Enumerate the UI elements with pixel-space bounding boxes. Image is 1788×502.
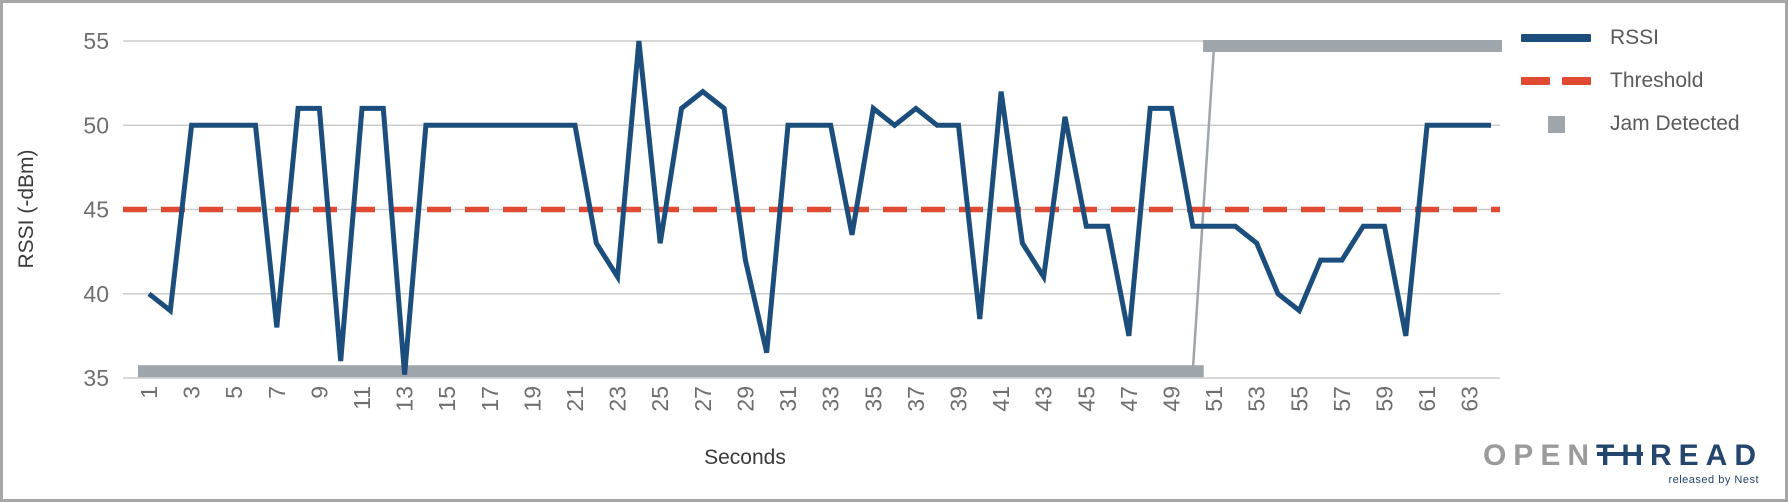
logo-thread-text: THREAD	[1596, 439, 1763, 472]
legend-label-jam-detected: Jam Detected	[1610, 112, 1740, 135]
logo-open-text: OPEN	[1482, 439, 1596, 472]
x-tick-label: 29	[732, 386, 758, 412]
x-tick-label: 47	[1116, 386, 1142, 412]
y-tick-label: 40	[83, 281, 109, 307]
x-tick-label: 57	[1329, 386, 1355, 412]
x-axis-title: Seconds	[704, 446, 786, 469]
x-tick-label: 37	[903, 386, 929, 412]
x-axis-tick-labels: 1 3 5 7 9 11 13 15 17 19 21 23 25 27 29 31 33 35 37 39 41 43 4…	[136, 386, 1483, 412]
x-tick-label: 41	[988, 386, 1014, 412]
x-tick-label: 59	[1371, 386, 1397, 412]
legend-item-threshold: Threshold	[1519, 68, 1740, 94]
x-tick-label: 25	[647, 386, 673, 412]
jam-square-swatch-icon	[1519, 115, 1593, 133]
x-tick-label: 23	[605, 386, 631, 412]
y-tick-label: 35	[83, 365, 109, 391]
x-tick-label: 39	[945, 386, 971, 412]
x-tick-label: 43	[1031, 386, 1057, 412]
x-tick-label: 49	[1158, 386, 1184, 412]
rssi-line-swatch-icon	[1519, 34, 1593, 42]
x-tick-label: 13	[392, 386, 418, 412]
x-tick-label: 7	[264, 386, 290, 399]
legend-item-rssi: RSSI	[1519, 25, 1740, 51]
chart-legend: RSSI Threshold Jam Detected	[1519, 25, 1740, 137]
rssi-polyline	[147, 40, 1491, 375]
logo-tagline: released by Nest	[1668, 474, 1759, 486]
x-tick-label: 33	[818, 386, 844, 412]
x-tick-label: 15	[434, 386, 460, 412]
x-tick-label: 3	[179, 386, 205, 399]
x-tick-label: 55	[1286, 386, 1312, 412]
x-tick-label: 17	[477, 386, 503, 412]
x-tick-label: 31	[775, 386, 801, 412]
legend-label-threshold: Threshold	[1610, 69, 1704, 92]
x-tick-label: 1	[136, 386, 162, 399]
legend-item-jam-detected: Jam Detected	[1519, 111, 1740, 137]
x-tick-label: 9	[306, 386, 332, 399]
y-tick-label: 55	[83, 28, 109, 54]
openthread-wordmark: OPENTHREAD	[1483, 441, 1763, 471]
x-tick-label: 45	[1073, 386, 1099, 412]
legend-label-rssi: RSSI	[1610, 26, 1660, 49]
x-tick-label: 61	[1414, 386, 1440, 412]
y-tick-label: 45	[83, 197, 109, 223]
threshold-dashed-swatch-icon	[1519, 77, 1593, 85]
y-axis-title: RSSI (-dBm)	[15, 149, 38, 268]
y-tick-label: 50	[83, 112, 109, 138]
rssi-series	[147, 40, 1491, 375]
x-tick-label: 63	[1457, 386, 1483, 412]
x-tick-label: 27	[690, 386, 716, 412]
x-tick-label: 19	[519, 386, 545, 412]
openthread-logo: OPENTHREAD released by Nest	[1483, 441, 1763, 486]
x-tick-label: 51	[1201, 386, 1227, 412]
y-axis-tick-labels: 35 40 45 50 55	[83, 28, 109, 391]
x-tick-label: 35	[860, 386, 886, 412]
x-tick-label: 5	[221, 386, 247, 399]
x-tick-label: 21	[562, 386, 588, 412]
x-tick-label: 11	[349, 386, 375, 410]
x-tick-label: 53	[1244, 386, 1270, 412]
